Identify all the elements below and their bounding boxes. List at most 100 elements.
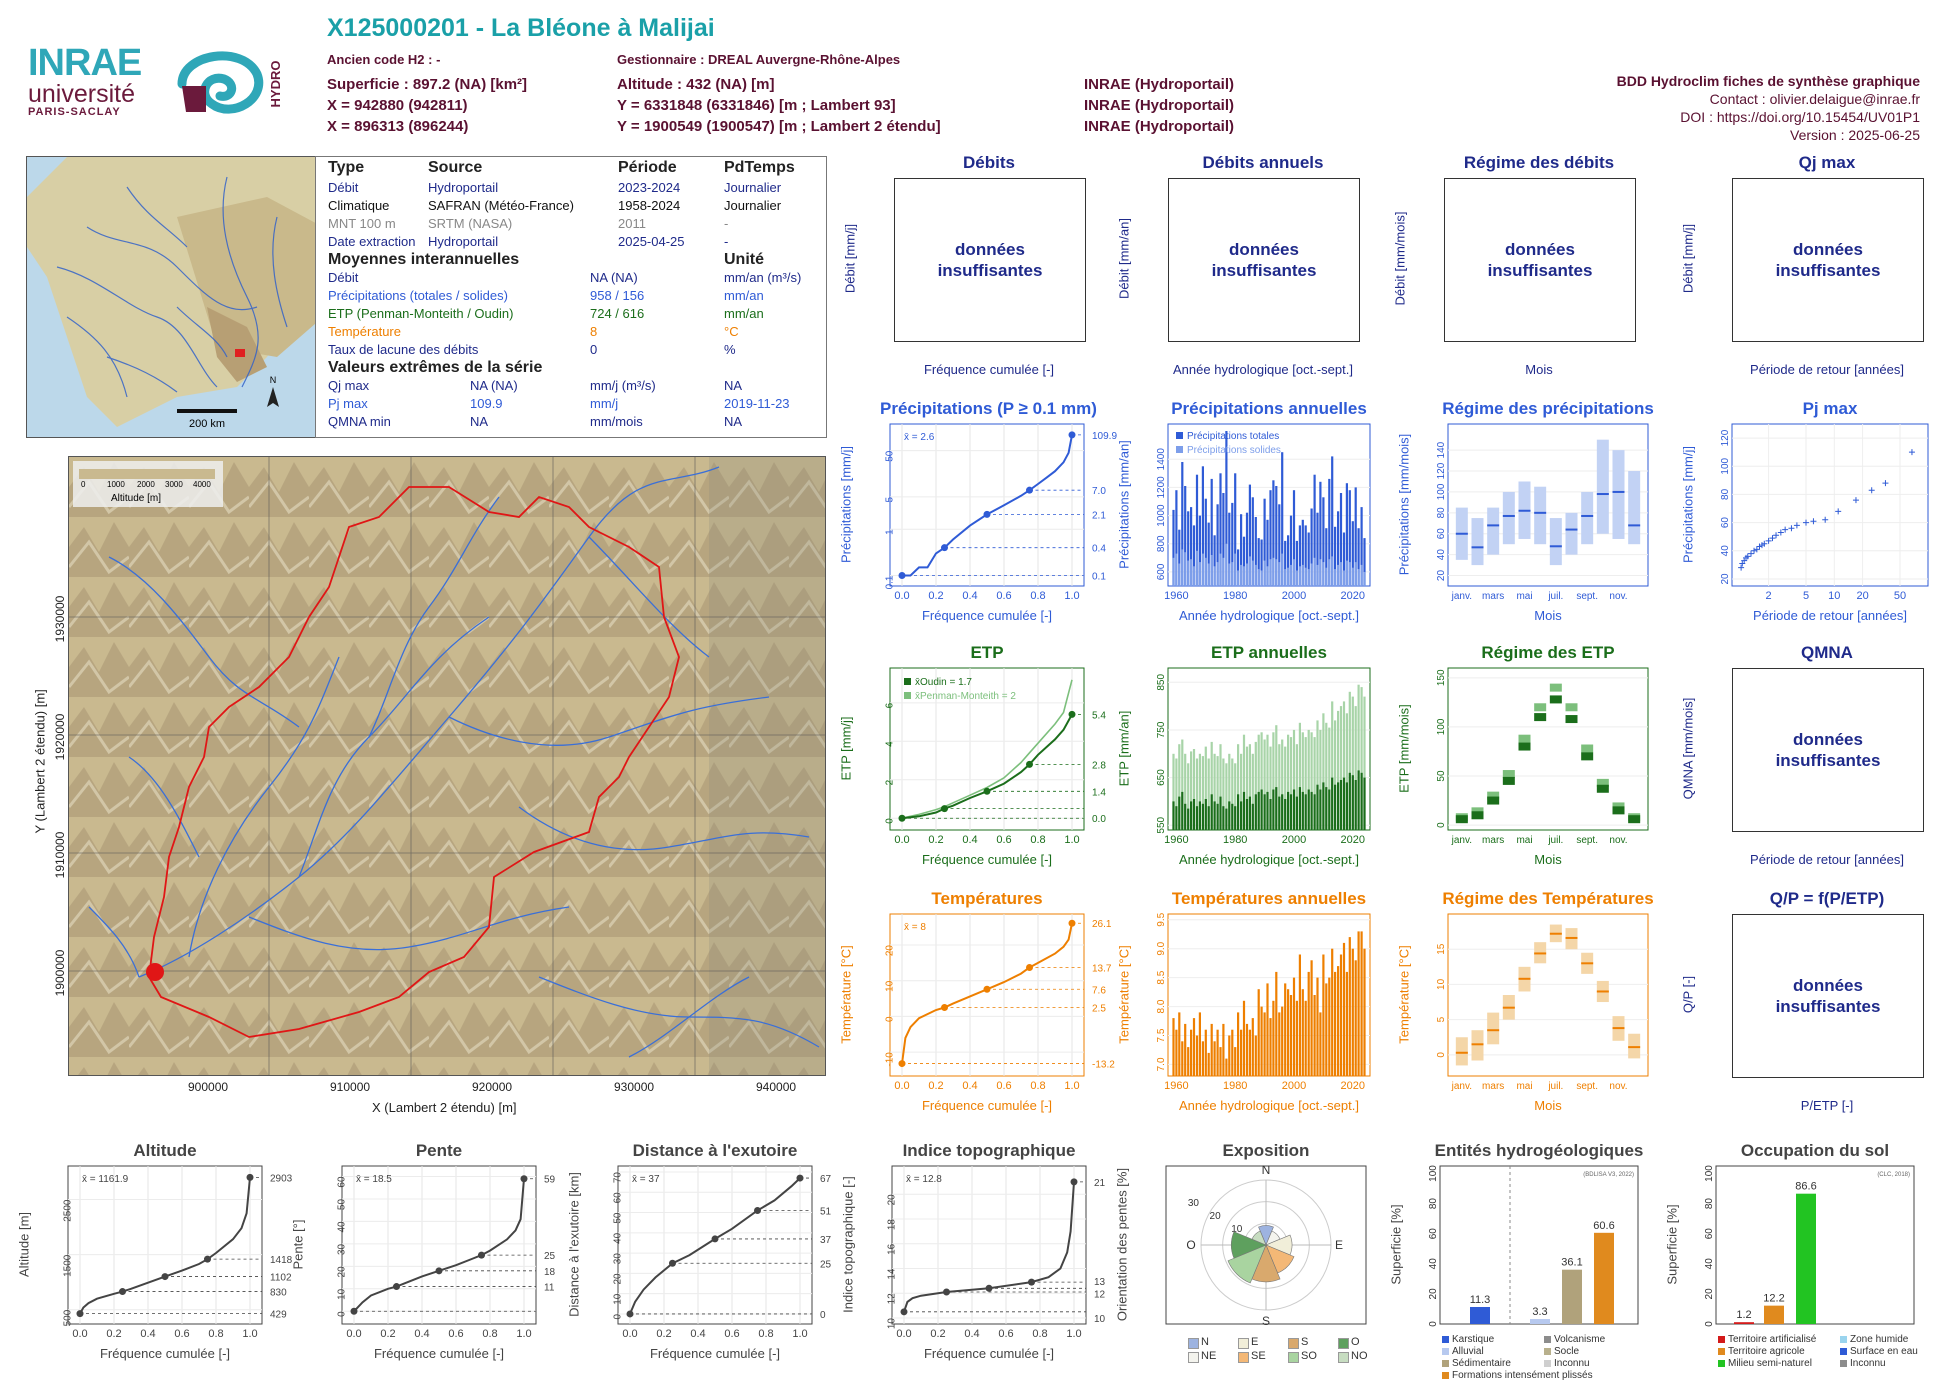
precip_regime-box bbox=[1612, 450, 1625, 539]
precip_annual-ytick: 1200 bbox=[1156, 476, 1167, 499]
etp_annual-bar-penman bbox=[1181, 739, 1184, 830]
exposition-legend-swatch bbox=[1238, 1338, 1249, 1349]
cell: 2019-11-23 bbox=[724, 396, 790, 411]
precip_cdf-ytick: 1 bbox=[884, 529, 895, 535]
debits_annuels-note: données insuffisantes bbox=[1211, 240, 1317, 280]
precip_cdf-marker bbox=[1068, 431, 1076, 439]
temp_annual-bar bbox=[1257, 989, 1260, 1076]
etp_regime-box-penman bbox=[1502, 770, 1515, 779]
etp_annual-bar-oudin bbox=[1254, 794, 1257, 830]
x-lambert93: X = 942880 (942811) bbox=[327, 97, 468, 114]
precip_cdf-xtick: 0.0 bbox=[894, 590, 909, 602]
exposition-legend-swatch bbox=[1288, 1352, 1299, 1363]
cell: mm/an (m³/s) bbox=[724, 270, 802, 285]
etp_annual-bar-penman bbox=[1216, 756, 1219, 830]
locator-map: N 200 km bbox=[26, 156, 324, 438]
temp_annual-bar bbox=[1263, 1012, 1266, 1076]
debits_annuels-plot-area: données insuffisantes bbox=[1168, 178, 1360, 342]
precip_regime-ytick: 60 bbox=[1436, 528, 1447, 540]
etp_annual-bar-penman bbox=[1269, 746, 1272, 830]
precip_annual-bar-total bbox=[1240, 514, 1243, 586]
debits_annuels-ylabel: Débit [mm/an] bbox=[1116, 218, 1132, 299]
etp_annual-bar-penman bbox=[1245, 746, 1249, 830]
indice_topo-mean-label: x̄ = 12.8 bbox=[906, 1174, 942, 1185]
occupation-legend-swatch bbox=[1840, 1360, 1847, 1367]
precip_annual-bar-solid bbox=[1322, 562, 1325, 586]
precip_cdf-line bbox=[902, 434, 1073, 577]
temp_annual-ytick: 9.0 bbox=[1156, 941, 1167, 955]
etp_regime-xtick: janv. bbox=[1451, 835, 1472, 846]
distance-ytick: 60 bbox=[612, 1192, 623, 1204]
precip_annual-bar-total bbox=[1363, 538, 1366, 586]
altitude-xtick: 1.0 bbox=[242, 1328, 257, 1340]
distance-xtick: 1.0 bbox=[792, 1328, 807, 1340]
cell: 724 / 616 bbox=[590, 306, 645, 321]
pente-marker bbox=[520, 1175, 528, 1183]
precip_annual-bar-solid bbox=[1354, 562, 1357, 586]
exposition-ring-label: 10 bbox=[1231, 1224, 1243, 1235]
temp_annual-bar bbox=[1260, 1006, 1263, 1076]
temp_annual-xtick: 1980 bbox=[1223, 1080, 1247, 1092]
precip_regime-ytick: 80 bbox=[1436, 507, 1447, 519]
hydrogeo-bar-label: 60.6 bbox=[1593, 1220, 1614, 1232]
precip_annual-bar-solid bbox=[1213, 566, 1216, 586]
etp_annual-xtick: 1980 bbox=[1223, 834, 1247, 846]
precip_annual-bar-total bbox=[1269, 490, 1272, 586]
precip_regime-plot: 20 40 60 80 100 120 140 janv. mars mai juil. sept. n… bbox=[1436, 423, 1649, 602]
precip_regime-ytick: 120 bbox=[1436, 462, 1447, 479]
etp_annual-bar-oudin bbox=[1289, 794, 1293, 830]
precip_annual-bar-solid bbox=[1292, 559, 1296, 586]
precip_annual-bar-solid bbox=[1348, 562, 1351, 586]
cell: °C bbox=[724, 324, 739, 339]
indice_topo-xtick: 0.6 bbox=[998, 1328, 1013, 1340]
occupation-legend-label: Surface en eau bbox=[1850, 1346, 1918, 1357]
occupation-legend-swatch bbox=[1718, 1336, 1725, 1343]
temp_annual-bar bbox=[1219, 1047, 1222, 1076]
etp_cdf-xlabel: Fréquence cumulée [-] bbox=[921, 852, 1053, 867]
cell: mm/mois bbox=[590, 414, 643, 429]
temp_annual-bar bbox=[1245, 1023, 1249, 1076]
precip_annual-bar-solid bbox=[1345, 560, 1348, 586]
etp_annual-bar-penman bbox=[1363, 696, 1366, 830]
cell: Hydroportail bbox=[428, 180, 499, 195]
precip_regime-box bbox=[1549, 518, 1562, 566]
precip_annual-bar-solid bbox=[1304, 567, 1307, 586]
etp_annual-bar-penman bbox=[1339, 706, 1343, 830]
etp_regime-box-penman bbox=[1596, 778, 1609, 787]
altitude-right-tick: 1102 bbox=[270, 1273, 292, 1284]
altitude-right-tick: 2903 bbox=[270, 1173, 293, 1184]
temp_annual-bar bbox=[1242, 1000, 1246, 1076]
etp_annual-bar-penman bbox=[1210, 741, 1213, 830]
qp-plot-area: données insuffisantes bbox=[1732, 914, 1924, 1078]
precip_annual-bar-solid bbox=[1351, 567, 1354, 586]
cell: % bbox=[724, 342, 736, 357]
precip_annual-bar-total bbox=[1292, 490, 1296, 586]
precip_regime-ylabel: Précipitations [mm/mois] bbox=[1396, 433, 1412, 576]
precip_annual-ytick: 1400 bbox=[1156, 448, 1167, 471]
precip_cdf-xtick: 0.8 bbox=[1030, 590, 1045, 602]
pente-marker bbox=[393, 1283, 400, 1291]
temp_cdf-marker bbox=[941, 1004, 948, 1011]
etp_annual-bar-oudin bbox=[1310, 791, 1313, 830]
altitude-xtick: 0.2 bbox=[106, 1328, 121, 1340]
altitude-marker bbox=[119, 1288, 126, 1296]
temp_annual-bar bbox=[1201, 1041, 1204, 1076]
precip_cdf-mean-label: x̄ = 2.6 bbox=[904, 432, 935, 443]
etp_annual-bar-penman bbox=[1240, 753, 1243, 830]
temp_annual-bar bbox=[1207, 1052, 1210, 1076]
exposition-ring-label: 20 bbox=[1210, 1211, 1222, 1222]
etp_annual-bar-oudin bbox=[1213, 801, 1216, 830]
precip_regime-xtick: sept. bbox=[1576, 591, 1598, 602]
temp_annual-bar bbox=[1287, 989, 1290, 1076]
etp_annual-ytick: 650 bbox=[1156, 769, 1167, 786]
cell: mm/an bbox=[724, 306, 764, 321]
temp_regime-xtick: juil. bbox=[1547, 1081, 1563, 1092]
cell: ETP (Penman-Monteith / Oudin) bbox=[328, 306, 514, 321]
temp_regime-box bbox=[1628, 1033, 1641, 1059]
precip_annual-bar-solid bbox=[1287, 567, 1290, 586]
precip_annual-bar-total bbox=[1281, 452, 1284, 586]
temp_annual-ytick: 8.5 bbox=[1156, 970, 1167, 984]
map-ytick-2: 1910000 bbox=[53, 831, 67, 879]
precip_annual-xtick: 2000 bbox=[1282, 590, 1306, 602]
etp_annual-bar-oudin bbox=[1322, 782, 1325, 830]
